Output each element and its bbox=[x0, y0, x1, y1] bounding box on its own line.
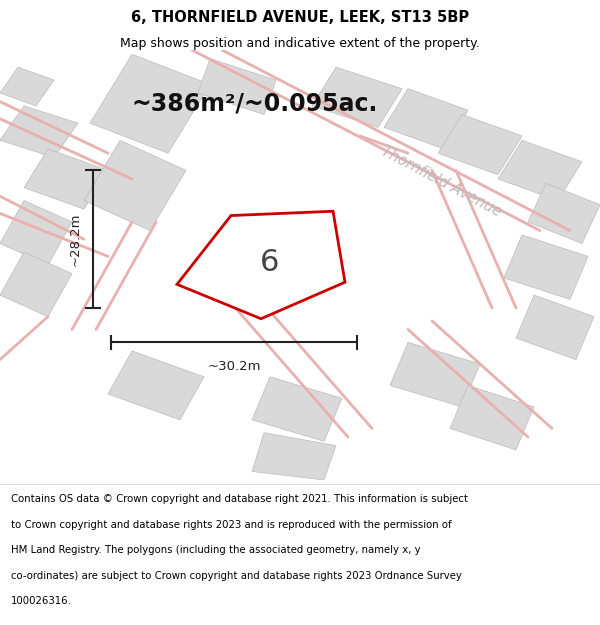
Polygon shape bbox=[0, 252, 72, 317]
Polygon shape bbox=[450, 386, 534, 450]
Polygon shape bbox=[177, 211, 345, 319]
Polygon shape bbox=[84, 140, 186, 231]
Text: ~386m²/~0.095ac.: ~386m²/~0.095ac. bbox=[132, 92, 379, 116]
Polygon shape bbox=[312, 68, 402, 128]
Polygon shape bbox=[108, 351, 204, 420]
Polygon shape bbox=[438, 114, 522, 175]
Polygon shape bbox=[504, 235, 588, 299]
Text: Map shows position and indicative extent of the property.: Map shows position and indicative extent… bbox=[120, 38, 480, 51]
Polygon shape bbox=[384, 89, 468, 149]
Polygon shape bbox=[0, 68, 54, 106]
Text: co-ordinates) are subject to Crown copyright and database rights 2023 Ordnance S: co-ordinates) are subject to Crown copyr… bbox=[11, 571, 461, 581]
Text: Contains OS data © Crown copyright and database right 2021. This information is : Contains OS data © Crown copyright and d… bbox=[11, 494, 468, 504]
Polygon shape bbox=[0, 201, 72, 265]
Polygon shape bbox=[198, 59, 276, 114]
Text: 6: 6 bbox=[260, 248, 279, 277]
Polygon shape bbox=[252, 377, 342, 441]
Text: to Crown copyright and database rights 2023 and is reproduced with the permissio: to Crown copyright and database rights 2… bbox=[11, 520, 451, 530]
Polygon shape bbox=[390, 342, 480, 407]
Polygon shape bbox=[252, 432, 336, 480]
Text: Thornfield Avenue: Thornfield Avenue bbox=[379, 143, 503, 219]
Polygon shape bbox=[498, 140, 582, 201]
Text: HM Land Registry. The polygons (including the associated geometry, namely x, y: HM Land Registry. The polygons (includin… bbox=[11, 545, 421, 555]
Text: ~28.2m: ~28.2m bbox=[68, 213, 82, 266]
Text: ~30.2m: ~30.2m bbox=[207, 359, 261, 372]
Text: 100026316.: 100026316. bbox=[11, 596, 71, 606]
Polygon shape bbox=[516, 295, 594, 359]
Polygon shape bbox=[0, 106, 78, 158]
Polygon shape bbox=[90, 54, 210, 153]
Polygon shape bbox=[24, 149, 108, 209]
Polygon shape bbox=[528, 183, 600, 244]
Text: 6, THORNFIELD AVENUE, LEEK, ST13 5BP: 6, THORNFIELD AVENUE, LEEK, ST13 5BP bbox=[131, 10, 469, 25]
